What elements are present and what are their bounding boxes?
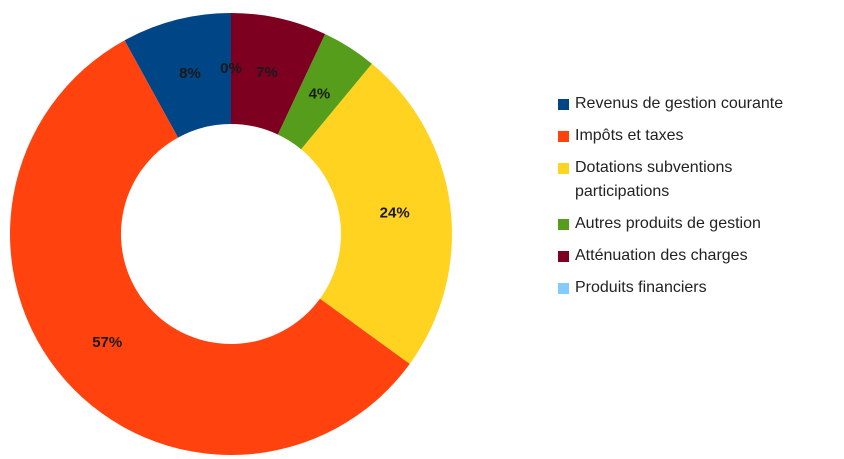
legend-label: Impôts et taxes: [575, 127, 684, 144]
value-label: 8%: [179, 65, 201, 82]
legend-item: Dotations subventions participations: [558, 156, 838, 204]
legend-item: Revenus de gestion courante: [558, 92, 838, 116]
legend-label: Revenus de gestion courante: [575, 95, 784, 112]
legend-label: Atténuation des charges: [575, 247, 748, 264]
value-label: 4%: [309, 86, 331, 103]
legend-label: Autres produits de gestion: [575, 215, 761, 232]
legend-item: Atténuation des charges: [558, 244, 838, 268]
legend-item: Autres produits de gestion: [558, 212, 838, 236]
slice: [124, 13, 231, 138]
value-label: 24%: [380, 204, 410, 221]
slice: [231, 13, 326, 135]
legend-swatch: [558, 131, 569, 142]
legend-label: Dotations subventions participations: [575, 159, 733, 200]
slice: [301, 63, 452, 364]
legend: Revenus de gestion courante Impôts et tax…: [558, 92, 838, 308]
value-label: 0%: [220, 60, 242, 77]
legend-item: Impôts et taxes: [558, 124, 838, 148]
legend-swatch: [558, 219, 569, 230]
value-label: 57%: [92, 334, 122, 351]
legend-swatch: [558, 163, 569, 174]
legend-label: Produits financiers: [575, 279, 707, 296]
legend-swatch: [558, 251, 569, 262]
legend-swatch: [558, 283, 569, 294]
value-label: 7%: [256, 64, 278, 81]
legend-item: Produits financiers: [558, 276, 838, 300]
legend-swatch: [558, 99, 569, 110]
slice: [10, 40, 410, 455]
slice: [277, 34, 372, 150]
